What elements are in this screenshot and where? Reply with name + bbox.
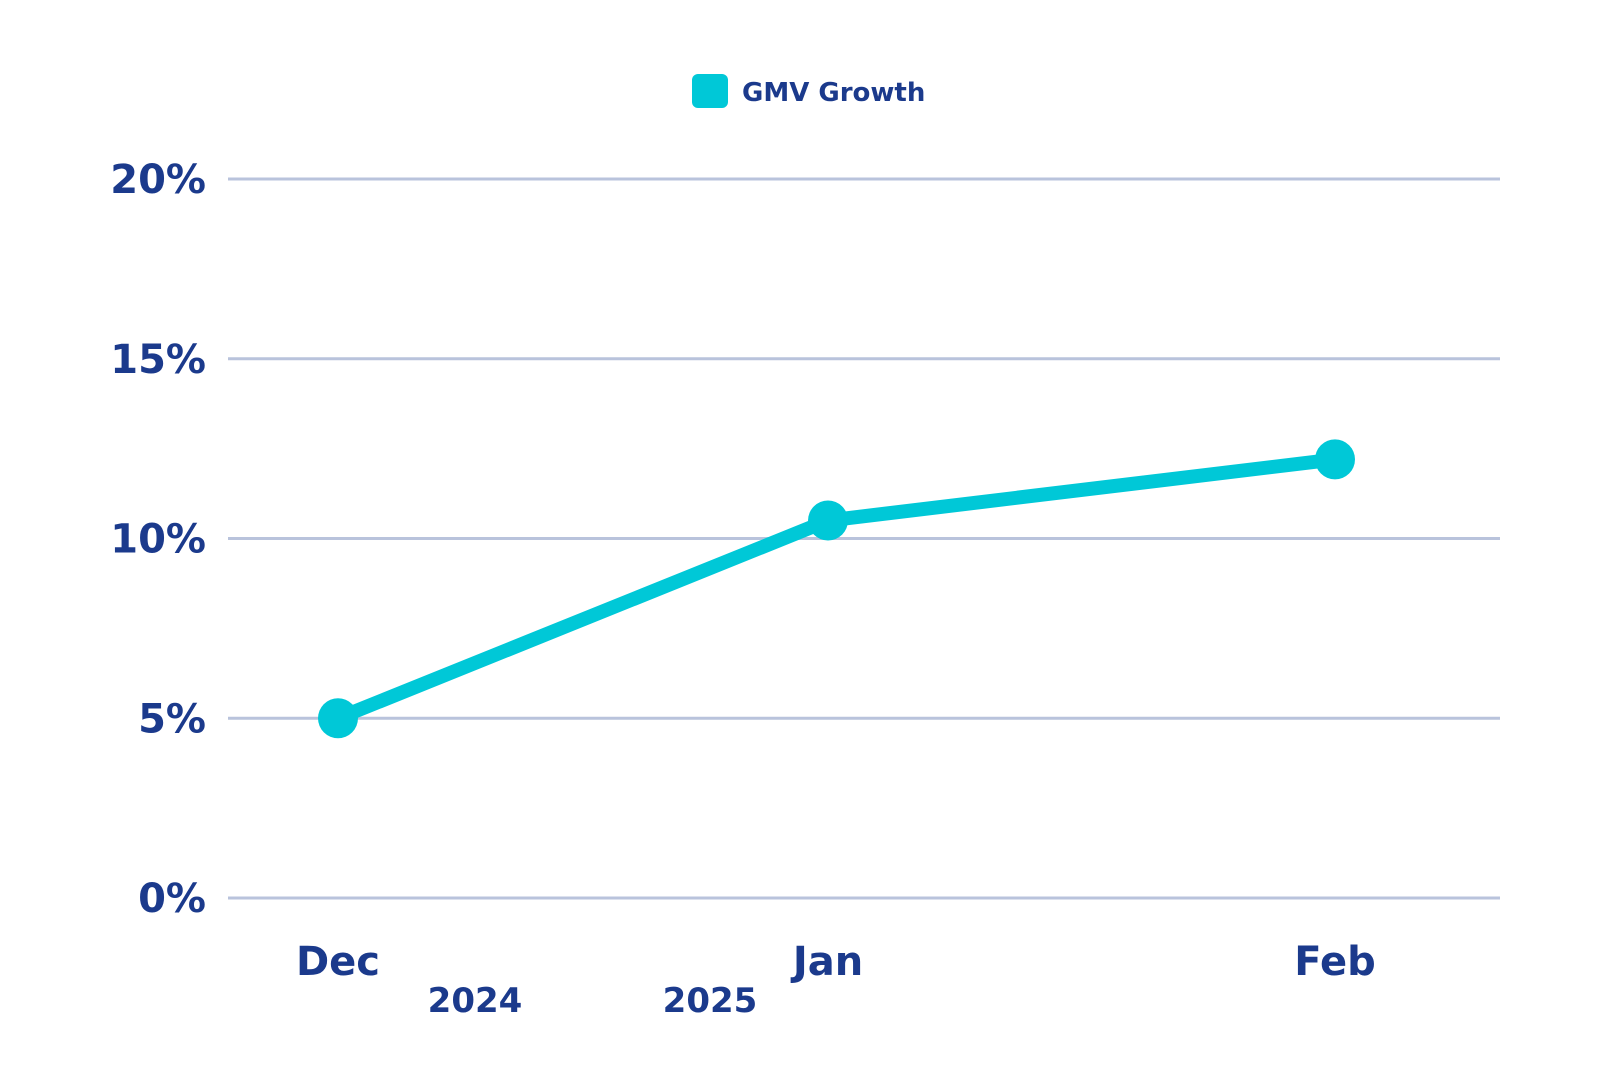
data-point xyxy=(1315,439,1355,480)
y-axis-ticks: 0% 5% 10% 15% 20% xyxy=(110,157,206,922)
y-tick-label: 20% xyxy=(110,157,206,203)
x-tick-label: Feb xyxy=(1294,939,1375,985)
legend-swatch xyxy=(692,74,728,108)
y-tick-label: 15% xyxy=(110,337,206,383)
year-label-2024: 2024 xyxy=(428,981,523,1021)
series-gmv-growth xyxy=(318,439,1355,739)
series-line xyxy=(331,452,1342,726)
data-point xyxy=(318,698,358,739)
y-tick-label: 10% xyxy=(110,517,206,563)
y-tick-label: 0% xyxy=(138,876,206,922)
x-tick-label: Dec xyxy=(296,939,380,985)
x-axis-ticks: Dec Jan Feb xyxy=(296,939,1376,985)
legend-label: GMV Growth xyxy=(742,78,925,108)
year-labels: 2024 2025 xyxy=(428,981,758,1021)
data-point xyxy=(808,500,848,541)
x-tick-label: Jan xyxy=(790,939,863,985)
year-label-2025: 2025 xyxy=(663,981,758,1021)
y-tick-label: 5% xyxy=(138,696,206,742)
grid-lines xyxy=(228,177,1500,900)
legend: GMV Growth xyxy=(692,74,925,108)
